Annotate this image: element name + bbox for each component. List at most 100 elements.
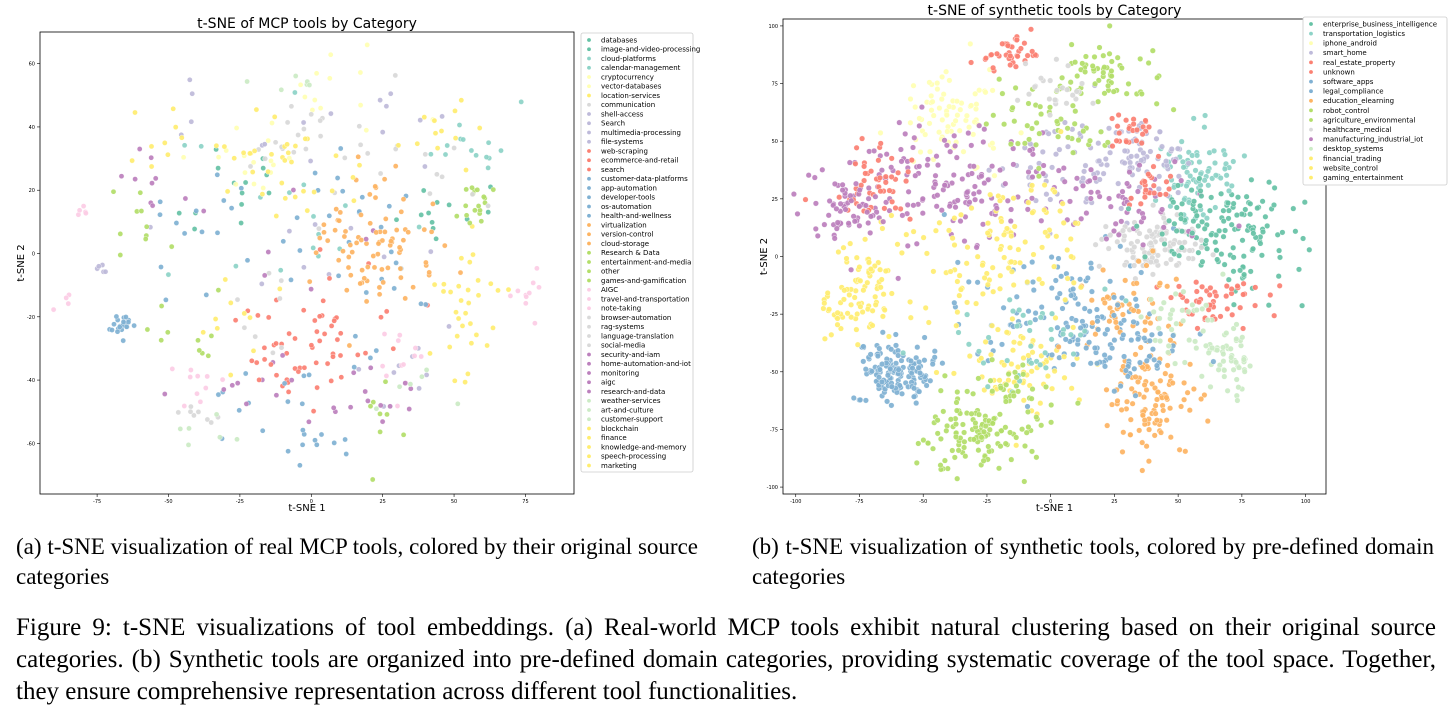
data-point	[1174, 182, 1181, 189]
data-point	[1056, 146, 1063, 153]
data-point	[903, 178, 910, 185]
data-point	[268, 361, 274, 368]
data-point	[357, 69, 364, 76]
data-point	[212, 316, 219, 322]
data-point	[1162, 370, 1169, 377]
data-point	[302, 135, 309, 142]
data-point	[334, 175, 341, 181]
legend-marker	[587, 445, 591, 449]
legend-label: communication	[601, 101, 655, 109]
data-point	[282, 195, 289, 202]
data-point	[1139, 439, 1146, 446]
data-point	[1074, 400, 1081, 407]
data-point	[1166, 217, 1173, 224]
data-point	[853, 144, 860, 151]
data-point	[1037, 400, 1044, 407]
data-point	[919, 210, 926, 217]
data-point	[431, 281, 438, 288]
data-point	[960, 148, 967, 155]
data-point	[964, 244, 971, 251]
data-point	[1159, 402, 1166, 409]
data-point	[973, 300, 980, 307]
data-point	[933, 203, 940, 210]
data-point	[882, 268, 889, 275]
legend-marker	[587, 213, 591, 218]
data-point	[964, 299, 971, 306]
data-point	[1172, 290, 1179, 297]
data-point	[1221, 151, 1228, 158]
legend-label: cloud-storage	[601, 240, 649, 248]
data-point	[1019, 426, 1026, 433]
legend-label: search	[601, 166, 624, 174]
data-point	[490, 186, 497, 193]
data-point	[1134, 126, 1141, 133]
data-point	[1058, 273, 1065, 280]
data-point	[402, 380, 409, 386]
data-point	[926, 79, 933, 86]
data-point	[892, 342, 899, 349]
legend-marker	[587, 75, 591, 79]
data-point	[898, 357, 905, 364]
data-point	[474, 186, 481, 193]
data-point	[378, 224, 384, 230]
data-point	[1119, 188, 1126, 195]
data-point	[981, 180, 988, 187]
data-point	[916, 163, 923, 170]
data-point	[1047, 112, 1054, 119]
data-point	[997, 443, 1004, 450]
data-point	[1122, 367, 1129, 374]
data-point	[285, 149, 292, 156]
data-point	[454, 333, 461, 339]
data-point	[934, 430, 941, 437]
data-point	[1223, 172, 1230, 179]
data-point	[1029, 125, 1036, 132]
data-point	[475, 203, 482, 209]
data-point	[1084, 275, 1091, 282]
data-point	[142, 236, 149, 242]
data-point	[934, 162, 941, 169]
data-point	[367, 220, 374, 227]
data-point	[320, 297, 327, 304]
data-point	[440, 288, 447, 295]
data-point	[951, 241, 958, 248]
data-point	[1190, 386, 1197, 393]
data-point	[917, 148, 924, 155]
data-point	[350, 369, 357, 376]
data-point	[438, 128, 445, 134]
data-point	[997, 285, 1004, 292]
data-point	[370, 399, 377, 405]
data-point	[265, 314, 272, 321]
data-point	[472, 207, 478, 214]
data-point	[979, 262, 986, 269]
data-point	[888, 346, 895, 353]
data-point	[387, 403, 393, 410]
data-point	[149, 202, 156, 209]
data-point	[1026, 91, 1033, 98]
data-point	[841, 287, 848, 294]
data-point	[966, 199, 973, 206]
data-point	[456, 122, 463, 128]
data-point	[949, 235, 956, 242]
data-point	[1082, 162, 1089, 169]
data-point	[1096, 193, 1103, 200]
data-point	[1130, 307, 1137, 314]
legend-label: social-media	[601, 342, 645, 350]
data-point	[966, 124, 973, 131]
data-point	[821, 221, 828, 228]
data-point	[845, 220, 852, 227]
data-point	[1224, 305, 1231, 312]
data-point	[876, 345, 883, 352]
data-point	[1088, 265, 1095, 272]
data-point	[848, 314, 855, 321]
data-point	[120, 337, 126, 344]
data-point	[922, 304, 929, 311]
data-point	[840, 296, 847, 303]
data-point	[328, 378, 335, 384]
data-point	[900, 349, 907, 356]
data-point	[1074, 175, 1081, 182]
data-point	[856, 222, 863, 229]
data-point	[909, 365, 916, 372]
data-point	[918, 104, 925, 111]
data-point	[1114, 238, 1121, 245]
